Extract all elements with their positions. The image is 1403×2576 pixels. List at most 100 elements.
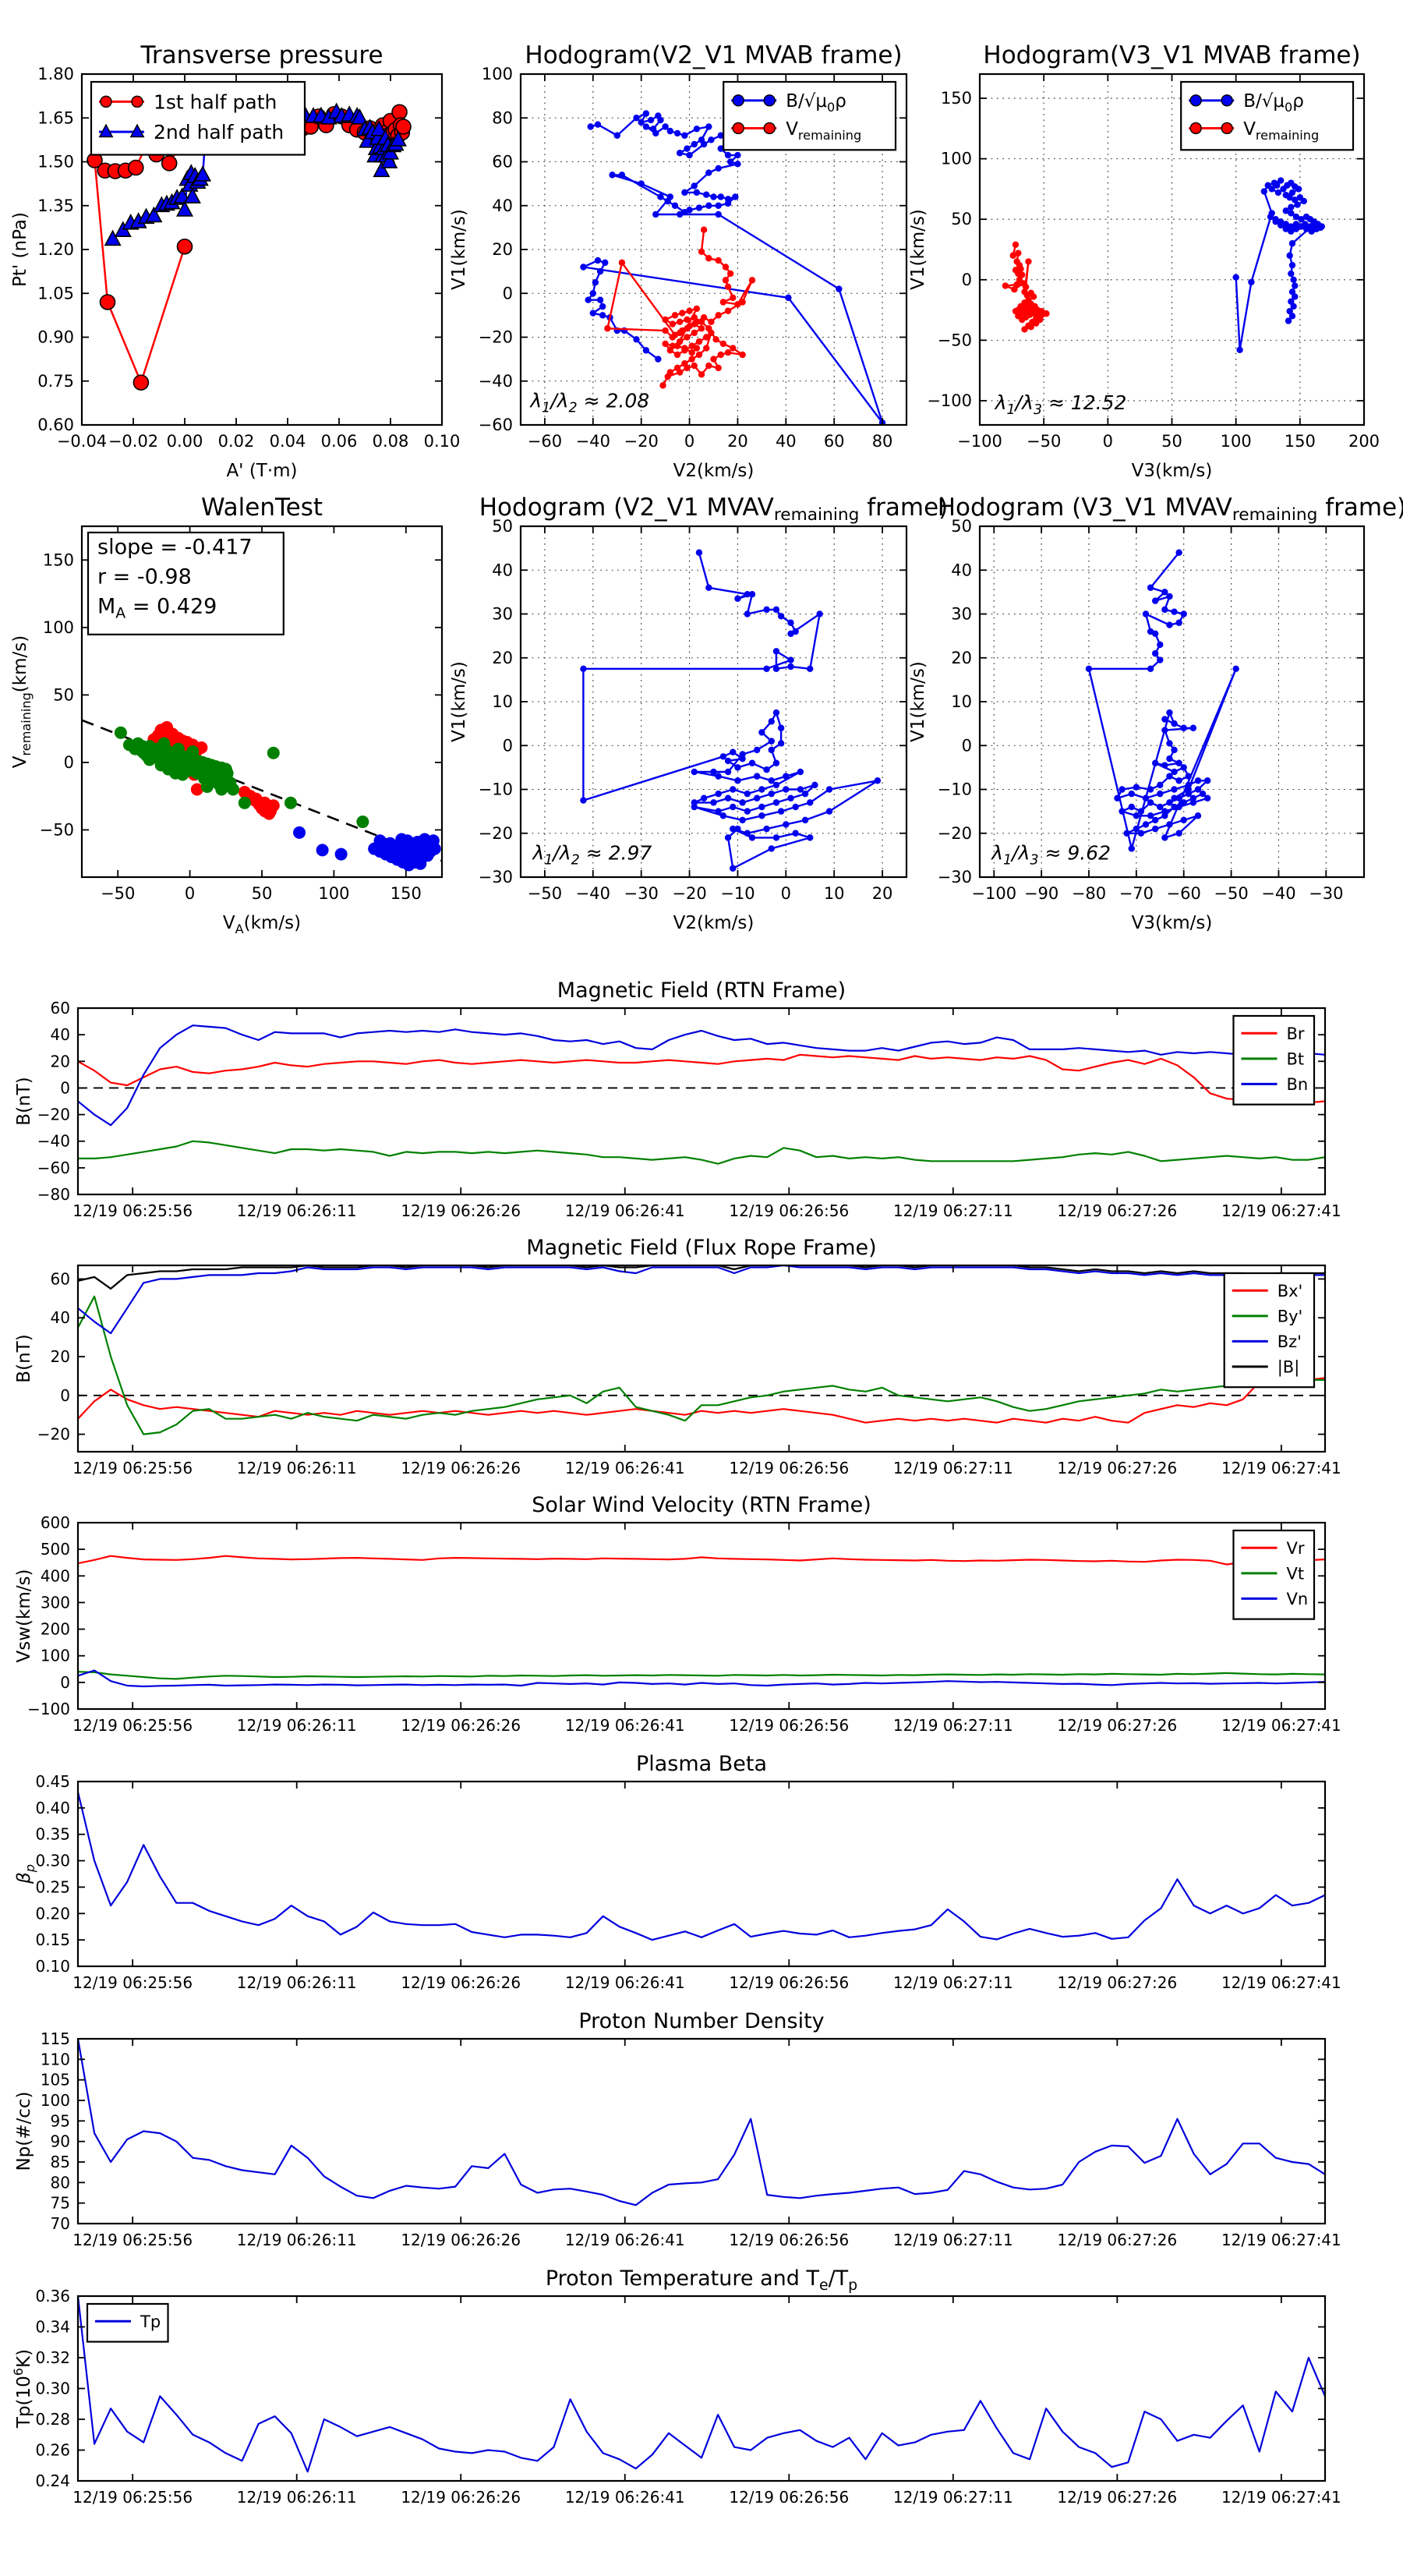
circle-marker	[1290, 276, 1297, 283]
panel-proton-density: 12/19 06:25:56 12/19 06:26:11 12/19 06:26:…	[14, 2009, 1341, 2249]
series-Bn	[78, 1024, 1325, 1127]
y-tick-label: 300	[41, 1593, 70, 1612]
x-tick-label: 12/19 06:27:11	[893, 2488, 1013, 2507]
circle-marker	[1147, 799, 1154, 806]
circle-marker	[666, 193, 674, 200]
circle-marker	[700, 226, 708, 233]
x-axis-label: V3(km/s)	[1132, 461, 1213, 481]
panel-hodogram-v2v1-mvav: −50 −40 −30 −20 −10 0 10 20 −30 −20 −10 0 10 20 30 40 50…	[449, 494, 948, 933]
x-tick-label: 12/19 06:26:41	[565, 1973, 685, 1992]
circle-marker	[1288, 298, 1295, 305]
x-axis-label: V3(km/s)	[1132, 913, 1213, 933]
y-tick-label: 20	[492, 649, 513, 667]
circle-marker	[681, 345, 688, 352]
circle-marker	[1288, 228, 1295, 235]
circle-marker	[722, 264, 730, 271]
legend-box	[1232, 1014, 1316, 1106]
y-tick-label: 0.45	[35, 1772, 70, 1791]
circle-marker	[1137, 830, 1145, 837]
y-tick-label: 20	[951, 649, 972, 667]
x-tick-label: 12/19 06:27:11	[893, 1201, 1013, 1220]
circle-marker	[705, 123, 712, 130]
circle-marker	[1166, 821, 1173, 828]
x-tick-label: −30	[1309, 884, 1343, 903]
y-tick-label: 30	[492, 605, 513, 624]
y-tick-label: −40	[37, 1132, 70, 1151]
y-tick-label: 110	[41, 2050, 70, 2068]
circle-marker	[1282, 221, 1289, 228]
circle-marker	[1288, 261, 1296, 269]
circle-marker	[715, 364, 722, 372]
circle-marker	[673, 129, 681, 137]
circle-marker	[719, 812, 727, 819]
y-tick-label: 1.65	[37, 108, 74, 127]
y-tick-label: 150	[941, 89, 972, 108]
circle-marker	[691, 313, 698, 321]
circle-marker	[724, 283, 732, 291]
x-tick-label: 12/19 06:26:41	[565, 2231, 685, 2249]
circle-marker	[267, 746, 280, 759]
circle-marker	[1288, 313, 1296, 320]
legend-label: Bx'	[1278, 1282, 1303, 1300]
circle-marker	[763, 825, 770, 833]
x-tick-label: 10	[824, 884, 845, 903]
circle-marker	[715, 773, 722, 780]
y-tick-label: −20	[938, 824, 972, 843]
circle-marker	[684, 316, 691, 324]
circle-marker	[688, 349, 695, 356]
y-tick-label: 1.50	[37, 153, 74, 172]
circle-marker	[642, 347, 650, 354]
circle-marker	[1236, 346, 1243, 353]
circle-marker	[715, 808, 722, 815]
circle-marker	[1288, 223, 1295, 230]
circle-marker	[589, 310, 597, 317]
circle-marker	[1161, 716, 1168, 723]
circle-marker	[730, 786, 737, 793]
circle-marker	[698, 371, 705, 378]
circle-marker	[724, 768, 732, 776]
circle-marker	[712, 336, 719, 343]
x-tick-label: 12/19 06:26:11	[237, 1716, 357, 1735]
circle-marker	[715, 211, 722, 218]
y-tick-label: 80	[51, 2173, 70, 2192]
circle-marker	[705, 255, 712, 262]
x-tick-label: 12/19 06:26:26	[401, 1201, 521, 1220]
circle-marker	[801, 816, 809, 824]
legend: Br Bt Bn	[1232, 1014, 1316, 1106]
y-axis-label: Vsw(km/s)	[14, 1569, 34, 1663]
circle-marker	[1277, 221, 1285, 229]
circle-marker	[186, 745, 200, 759]
circle-marker	[772, 665, 780, 673]
circle-marker	[1151, 759, 1159, 766]
circle-marker	[143, 753, 156, 766]
circle-marker	[753, 794, 761, 801]
circle-marker	[1180, 764, 1187, 771]
x-tick-label: 12/19 06:26:11	[237, 1459, 357, 1477]
y-tick-label: 20	[492, 240, 513, 259]
circle-marker	[726, 158, 734, 165]
circle-marker	[1175, 794, 1182, 801]
circle-marker	[190, 783, 203, 796]
x-tick-label: 12/19 06:27:26	[1057, 1716, 1177, 1735]
circle-marker	[772, 606, 780, 614]
axes-background	[78, 2039, 1325, 2224]
circle-marker	[666, 127, 674, 135]
x-tick-label: −60	[1167, 884, 1201, 903]
circle-marker	[811, 781, 818, 789]
circle-marker	[618, 172, 626, 179]
circle-marker	[1232, 274, 1239, 281]
legend-label: Vremaining	[1243, 119, 1319, 143]
legend-label: B/√μ0ρ	[1243, 91, 1304, 115]
legend-label: Tp	[140, 2312, 161, 2331]
circle-marker	[748, 759, 756, 766]
x-tick-label: 12/19 06:25:56	[72, 2488, 193, 2507]
circle-marker	[1175, 803, 1182, 811]
y-axis-label: V1(km/s)	[908, 661, 928, 742]
circle-marker	[715, 165, 722, 172]
x-tick-label: 0.08	[373, 432, 409, 451]
circle-marker	[1221, 94, 1233, 107]
axes-background	[78, 1523, 1325, 1709]
circle-marker	[1292, 196, 1299, 203]
circle-marker	[1316, 224, 1324, 232]
